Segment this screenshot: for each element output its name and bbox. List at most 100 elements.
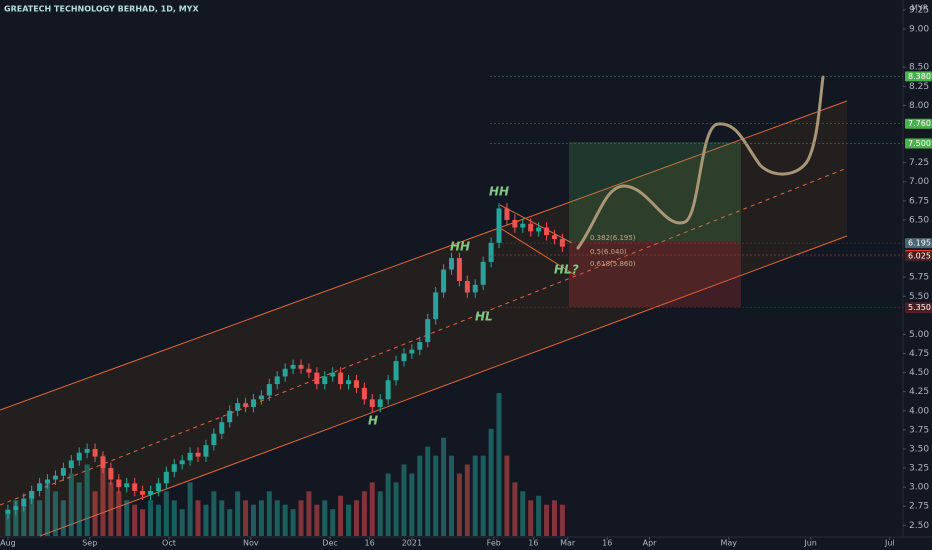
price-label: 7.500 <box>908 139 931 148</box>
x-tick-label: Oct <box>162 539 176 548</box>
y-tick-label: 4.25 <box>909 387 929 397</box>
volume-bar <box>401 464 407 536</box>
price-label-box <box>905 71 932 82</box>
volume-bar <box>417 455 423 536</box>
candle-body <box>76 452 82 461</box>
annotation: HL <box>475 310 493 324</box>
volume-bar <box>100 455 106 536</box>
volume-bar <box>203 504 209 536</box>
y-tick-label: 5.50 <box>909 292 929 302</box>
volume-bar <box>306 491 312 536</box>
volume-bar <box>258 500 264 536</box>
y-tick-label: 3.50 <box>909 444 929 454</box>
candle-body <box>322 376 328 385</box>
candle-body <box>480 261 486 285</box>
y-tick-label: 3.25 <box>909 464 929 474</box>
candle-body <box>425 319 431 343</box>
volume-bar <box>219 500 225 536</box>
wedge-upper <box>499 204 573 244</box>
volume-bar <box>385 473 391 536</box>
volume-bar <box>140 509 146 536</box>
volume-bar <box>409 473 415 536</box>
candle-body <box>13 506 19 511</box>
candle-body <box>433 292 439 320</box>
volume-bar <box>346 504 352 536</box>
candle-body <box>108 468 114 480</box>
x-tick-label: May <box>720 539 737 548</box>
volume-bar <box>290 509 296 536</box>
y-tick-label: 3.00 <box>909 483 929 493</box>
annotation: HH <box>489 185 509 199</box>
x-tick-label: Jul <box>884 539 895 548</box>
candle-body <box>298 364 304 369</box>
candle-body <box>504 208 510 220</box>
volume-bar <box>84 464 90 536</box>
volume-bar <box>108 482 114 536</box>
candle-body <box>393 361 399 381</box>
y-tick-label: 5.75 <box>909 273 929 283</box>
candle-body <box>84 448 90 453</box>
volume-bar <box>441 437 447 536</box>
volume-bar <box>45 482 51 536</box>
fib-label: 0.382(6.195) <box>590 234 636 242</box>
volume-bar <box>449 455 454 536</box>
candle-body <box>449 258 454 270</box>
y-tick-label: 8.00 <box>909 101 929 111</box>
x-tick-label: Dec <box>322 539 337 548</box>
price-label: 6.195 <box>908 239 931 248</box>
candle-body <box>219 422 225 434</box>
candle-body <box>472 284 478 293</box>
candle-body <box>544 227 550 236</box>
volume-bar <box>496 393 502 536</box>
candle-body <box>528 223 534 232</box>
volume-bar <box>235 491 241 536</box>
annotation: HL? <box>554 263 579 277</box>
price-label-box <box>905 302 932 313</box>
y-tick-label: 6.50 <box>909 215 929 225</box>
volume-bar <box>472 455 478 536</box>
x-tick-label: 16 <box>602 539 612 548</box>
volume-bar <box>76 482 82 536</box>
projection-path <box>576 75 825 250</box>
plot <box>5 203 565 536</box>
channel-upper <box>0 100 848 411</box>
annotation: HH <box>450 240 470 254</box>
candle-body <box>456 258 462 281</box>
volume-bar <box>282 504 288 536</box>
candle-body <box>282 368 288 377</box>
volume-bar <box>512 482 518 536</box>
candle-body <box>369 399 375 407</box>
volume-bar <box>211 491 217 536</box>
candle-body <box>116 479 122 488</box>
annotation: H <box>368 414 378 428</box>
volume-bar <box>488 428 494 536</box>
candle-body <box>258 395 264 400</box>
fib-label: 0.5(6.040) <box>590 248 627 256</box>
candle-body <box>551 235 557 239</box>
volume-bar <box>116 491 122 536</box>
volume-bar <box>369 482 375 536</box>
y-tick-label: 7.25 <box>909 158 929 168</box>
candle-body <box>559 238 565 247</box>
volume-bar <box>393 482 399 536</box>
candle-body <box>243 403 249 407</box>
candle-body <box>100 456 106 469</box>
volume-bar <box>155 504 161 536</box>
volume-bar <box>338 495 344 536</box>
candle-body <box>148 490 153 495</box>
candle-body <box>163 471 169 484</box>
volume-bar <box>551 500 557 536</box>
candle-body <box>187 452 193 461</box>
candle-body <box>338 372 344 385</box>
volume-bar <box>520 491 526 536</box>
volume-bar <box>274 500 280 536</box>
candle-body <box>274 376 280 385</box>
volume-bar <box>504 455 510 536</box>
candle-body <box>512 219 518 228</box>
x-tick-label: Jun <box>803 539 817 548</box>
candle-body <box>330 372 336 377</box>
price-label-box <box>905 238 932 249</box>
candle-body <box>227 410 233 423</box>
